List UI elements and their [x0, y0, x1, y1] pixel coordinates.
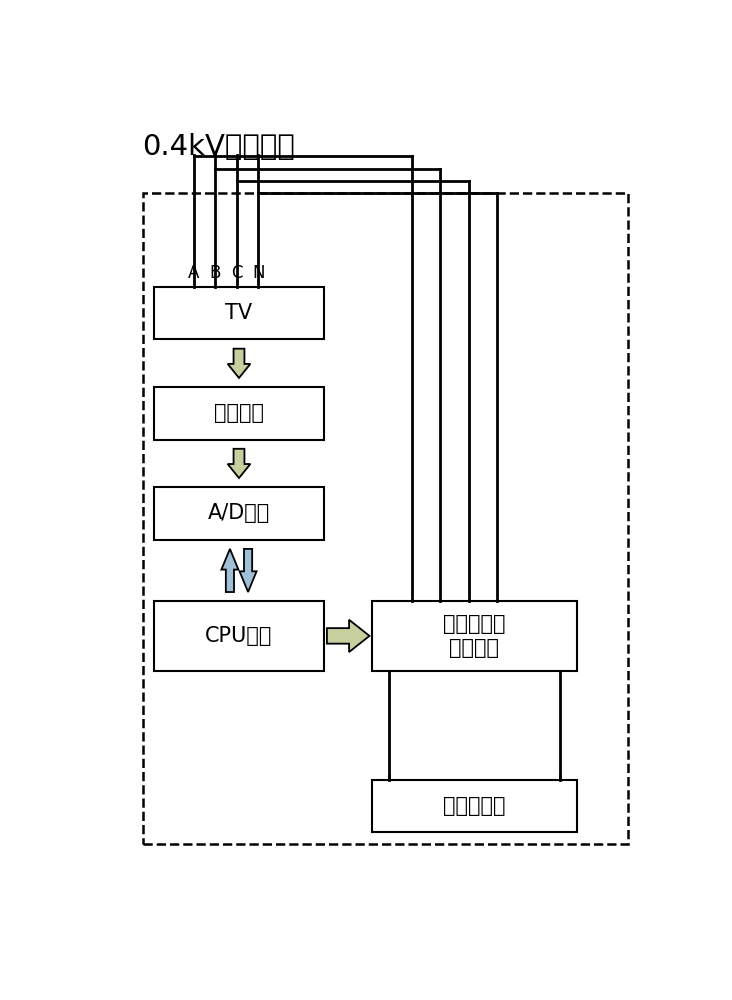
- Text: 信号调理: 信号调理: [214, 403, 264, 423]
- Text: 三选一互锁
固态开关: 三选一互锁 固态开关: [443, 614, 506, 658]
- Text: N: N: [252, 264, 264, 282]
- Polygon shape: [239, 549, 257, 592]
- Bar: [143, 193, 627, 844]
- Polygon shape: [228, 349, 250, 378]
- Bar: [154, 487, 324, 540]
- Bar: [373, 601, 577, 671]
- Text: B: B: [209, 264, 221, 282]
- Polygon shape: [327, 620, 370, 652]
- Text: A/D采样: A/D采样: [208, 503, 270, 523]
- Bar: [154, 601, 324, 671]
- Text: C: C: [231, 264, 242, 282]
- Polygon shape: [221, 549, 239, 592]
- Text: TV: TV: [225, 303, 253, 323]
- Text: 0.4kV三相电源: 0.4kV三相电源: [143, 133, 296, 161]
- Bar: [373, 780, 577, 832]
- Bar: [154, 287, 324, 339]
- Text: 充电机单元: 充电机单元: [443, 796, 506, 816]
- Polygon shape: [228, 449, 250, 478]
- Bar: [154, 387, 324, 440]
- Text: CPU单元: CPU单元: [205, 626, 273, 646]
- Text: A: A: [188, 264, 199, 282]
